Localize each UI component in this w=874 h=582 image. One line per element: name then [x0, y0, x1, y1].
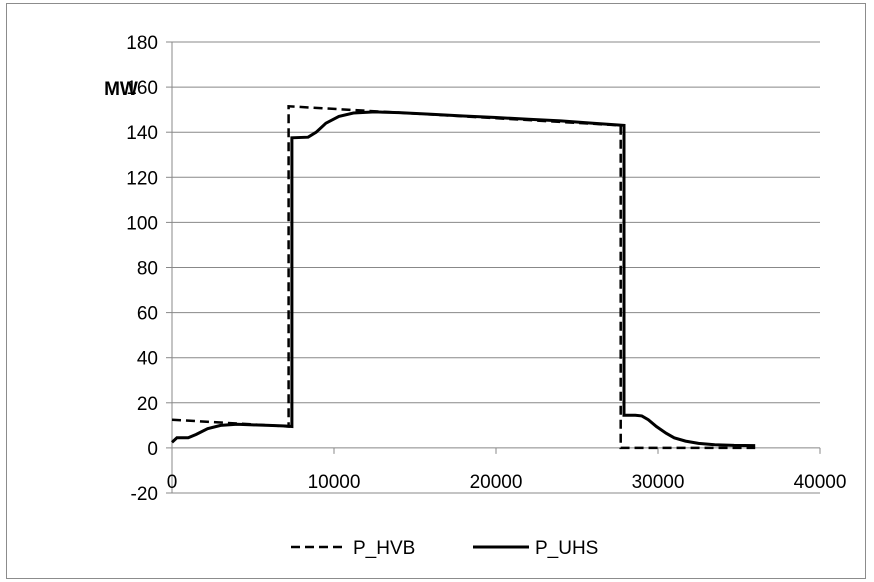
- y-tick-label: 140: [126, 123, 158, 144]
- legend: P_HVB P_UHS: [291, 538, 598, 559]
- gridlines: [172, 41, 820, 494]
- x-tick-label: 30000: [632, 472, 685, 493]
- y-tick-label: 160: [126, 78, 158, 99]
- y-tick-label: -20: [131, 484, 158, 505]
- y-tick-label: 120: [126, 168, 158, 189]
- y-tick-label: 20: [137, 394, 158, 415]
- y-tick-label: 100: [126, 213, 158, 234]
- line-chart: -20 0 20 40 60 80 100 120 140 160 180 0 10000 20000 3…: [104, 33, 847, 559]
- x-tick-labels: 0 10000 20000 30000 40000: [167, 472, 847, 493]
- y-tick-label: 60: [137, 304, 158, 325]
- chart-frame: -20 0 20 40 60 80 100 120 140 160 180 0 10000 20000 3…: [6, 3, 866, 579]
- y-tick-label: 40: [137, 349, 158, 370]
- y-axis-label: MW: [104, 79, 138, 100]
- legend-label: P_UHS: [535, 538, 598, 559]
- x-tick-label: 10000: [308, 472, 361, 493]
- y-tick-label: 80: [137, 259, 158, 280]
- y-tick-labels: -20 0 20 40 60 80 100 120 140 160 180: [126, 33, 158, 505]
- y-tick-label: 180: [126, 33, 158, 54]
- y-tick-label: 0: [147, 439, 158, 460]
- series-lines: [170, 104, 756, 450]
- x-tick-label: 40000: [794, 472, 847, 493]
- x-tick-label: 20000: [470, 472, 523, 493]
- series-line-p-uhs: [170, 110, 756, 448]
- legend-label: P_HVB: [353, 538, 415, 559]
- x-tick-label: 0: [167, 472, 178, 493]
- series-line-p-hvb: [171, 104, 756, 450]
